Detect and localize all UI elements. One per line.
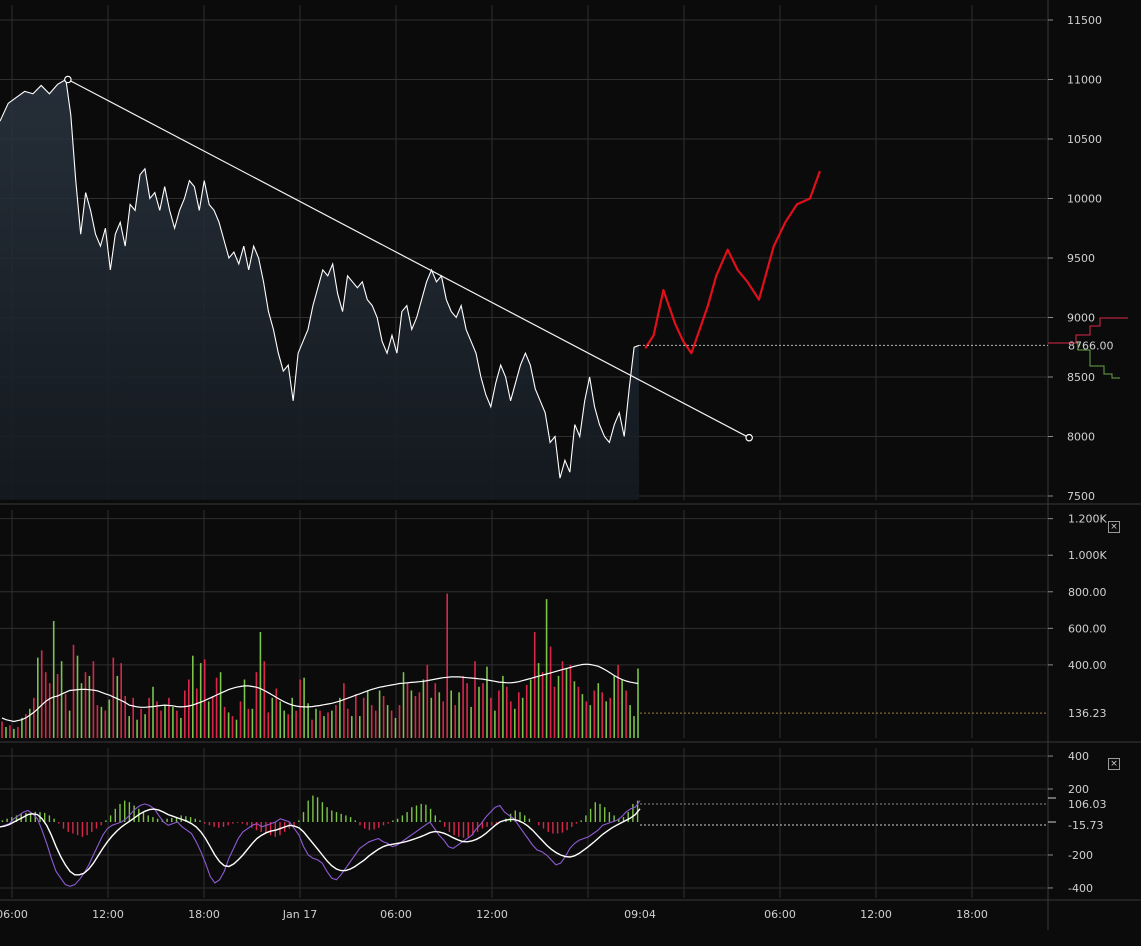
- signal-line: [0, 808, 641, 876]
- macd-panel-close-icon[interactable]: ×: [1108, 758, 1120, 770]
- volume-y-tick-label: 400.00: [1068, 659, 1107, 672]
- volume-y-tick-label: 800.00: [1068, 586, 1107, 599]
- x-axis-tick-label: 12:00: [860, 908, 892, 921]
- price-y-tick-label: 10000: [1067, 193, 1102, 206]
- depth-bid-line: [1048, 342, 1120, 379]
- price-y-tick-label: 8500: [1067, 371, 1095, 384]
- price-y-tick-label: 7500: [1067, 490, 1095, 503]
- x-axis-tick-label: 06:00: [380, 908, 412, 921]
- x-axis-tick-label: 12:00: [476, 908, 508, 921]
- x-axis-tick-label: 18:00: [956, 908, 988, 921]
- volume-y-tick-label: 600.00: [1068, 622, 1107, 635]
- x-axis-tick-label: 06:00: [764, 908, 796, 921]
- volume-ma-line: [1, 663, 639, 723]
- price-y-tick-label: 10500: [1067, 133, 1102, 146]
- macd-line: [0, 800, 641, 887]
- volume-y-tick-label: 1.000K: [1068, 549, 1107, 562]
- x-axis-tick-label: 12:00: [92, 908, 124, 921]
- macd-signal-label: -15.73: [1068, 819, 1103, 832]
- forecast-path: [644, 170, 821, 355]
- price-y-tick-label: 8000: [1067, 431, 1095, 444]
- volume-current-label: 136.23: [1068, 707, 1107, 720]
- trendline-handle-start: [64, 75, 72, 84]
- macd-y-tick-label: -200: [1068, 849, 1093, 862]
- macd-histogram-label: 106.03: [1068, 798, 1107, 811]
- price-y-tick-label: 9000: [1067, 312, 1095, 325]
- x-axis-tick-label: 18:00: [188, 908, 220, 921]
- price-area: [0, 79, 640, 500]
- volume-panel-close-icon[interactable]: ×: [1108, 521, 1120, 533]
- x-axis-tick-label: 06:00: [0, 908, 28, 921]
- trendline-handle-end: [745, 433, 753, 442]
- macd-y-tick-label: 400: [1068, 750, 1089, 763]
- price-y-tick-label: 9500: [1067, 252, 1095, 265]
- volume-y-tick-label: 1.200K: [1068, 513, 1107, 526]
- x-axis-tick-label: Jan 17: [282, 908, 317, 921]
- x-axis-tick-label: 09:04: [624, 908, 656, 921]
- last-price-label: 8766.00: [1068, 339, 1114, 352]
- macd-y-tick-label: 200: [1068, 783, 1089, 796]
- price-y-tick-label: 11500: [1067, 14, 1102, 27]
- trendline: [67, 78, 750, 439]
- depth-ask-line: [1048, 317, 1128, 344]
- macd-y-tick-label: -400: [1068, 882, 1093, 895]
- price-y-tick-label: 11000: [1067, 74, 1102, 87]
- price-line: [0, 78, 640, 479]
